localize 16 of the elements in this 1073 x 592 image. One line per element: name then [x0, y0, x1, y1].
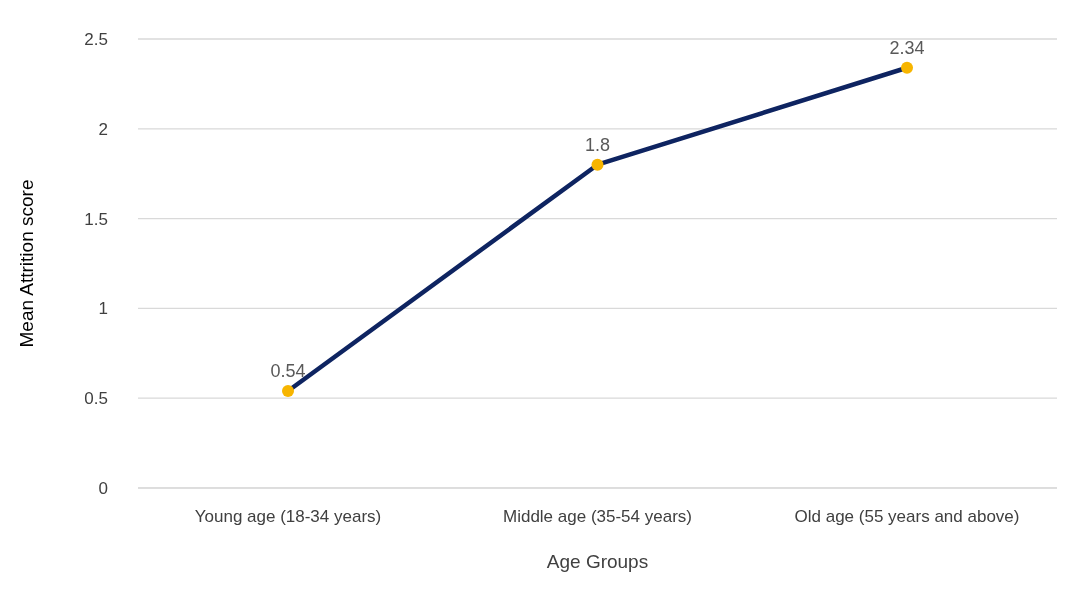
- point: [901, 61, 913, 74]
- y-tick-label: 2: [98, 119, 108, 139]
- data-label: 0.54: [270, 361, 306, 382]
- x-axis-title: Age Groups: [546, 551, 649, 572]
- data-label: 1.8: [584, 134, 611, 155]
- point: [282, 385, 294, 398]
- y-axis-title: Mean Attrition score: [15, 179, 37, 348]
- y-tick-label: 2.5: [84, 30, 108, 50]
- y-tick-label: 0: [98, 479, 108, 499]
- y-tick-label: 1: [98, 299, 108, 319]
- y-tick-label: 1.5: [84, 209, 108, 229]
- data-label: 2.34: [889, 37, 925, 58]
- x-tick-label: Old age (55 years and above): [794, 507, 1020, 527]
- x-tick-label: Young age (18-34 years): [194, 507, 382, 527]
- y-tick-label: 0.5: [84, 389, 108, 409]
- x-tick-label: Middle age (35-54 years): [503, 507, 692, 527]
